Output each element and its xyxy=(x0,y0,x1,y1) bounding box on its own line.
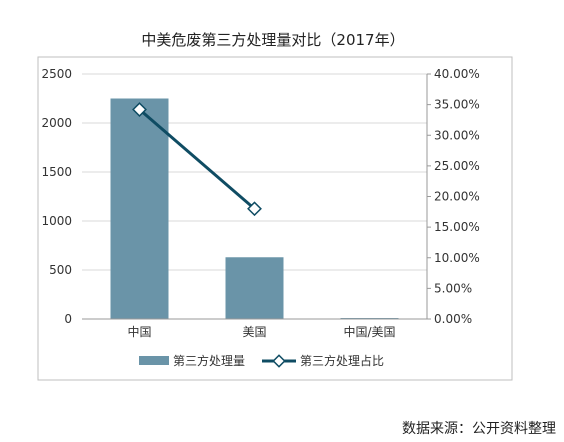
source-note: 数据来源：公开资料整理 xyxy=(402,421,556,437)
left-tick-label: 2000 xyxy=(41,116,72,130)
right-tick-label: 30.00% xyxy=(434,128,480,142)
right-tick-label: 10.00% xyxy=(434,251,480,265)
left-axis: 0 500 1000 1500 2000 2500 xyxy=(41,67,72,326)
line-point xyxy=(247,201,262,217)
category-label: 美国 xyxy=(242,325,266,339)
bar xyxy=(110,98,169,319)
right-axis: 0.00% 5.00% 10.00% 15.00% 20.00% 25.00% 30.00%… xyxy=(426,67,480,326)
right-tick-label: 20.00% xyxy=(434,190,480,204)
legend: 第三方处理量 第三方处理占比 xyxy=(139,353,384,368)
category-label: 中国/美国 xyxy=(343,324,395,339)
legend-line-marker xyxy=(272,354,286,368)
chart-title: 中美危废第三方处理量对比（2017年） xyxy=(141,31,404,49)
legend-bar-swatch xyxy=(139,356,169,365)
left-tick-label: 1500 xyxy=(41,165,72,179)
left-tick-label: 2500 xyxy=(41,67,72,81)
right-tick-label: 35.00% xyxy=(434,98,480,112)
chart-frame xyxy=(37,56,513,381)
legend-bar-label: 第三方处理量 xyxy=(173,353,245,368)
right-tick-label: 5.00% xyxy=(434,281,472,295)
left-tick-label: 0 xyxy=(64,312,72,326)
series-line xyxy=(138,108,256,210)
right-tick-label: 0.00% xyxy=(434,312,472,326)
x-axis: 中国 美国 中国/美国 xyxy=(82,318,427,339)
left-tick-label: 500 xyxy=(49,263,72,277)
right-tick-label: 15.00% xyxy=(434,220,480,234)
category-label: 中国 xyxy=(127,324,151,339)
right-tick-label: 40.00% xyxy=(434,67,480,81)
bar xyxy=(225,257,284,319)
line-point xyxy=(132,102,147,117)
right-tick-label: 25.00% xyxy=(434,159,480,173)
line-series xyxy=(132,102,262,217)
left-tick-label: 1000 xyxy=(41,214,72,228)
legend-line-label: 第三方处理占比 xyxy=(300,353,384,368)
